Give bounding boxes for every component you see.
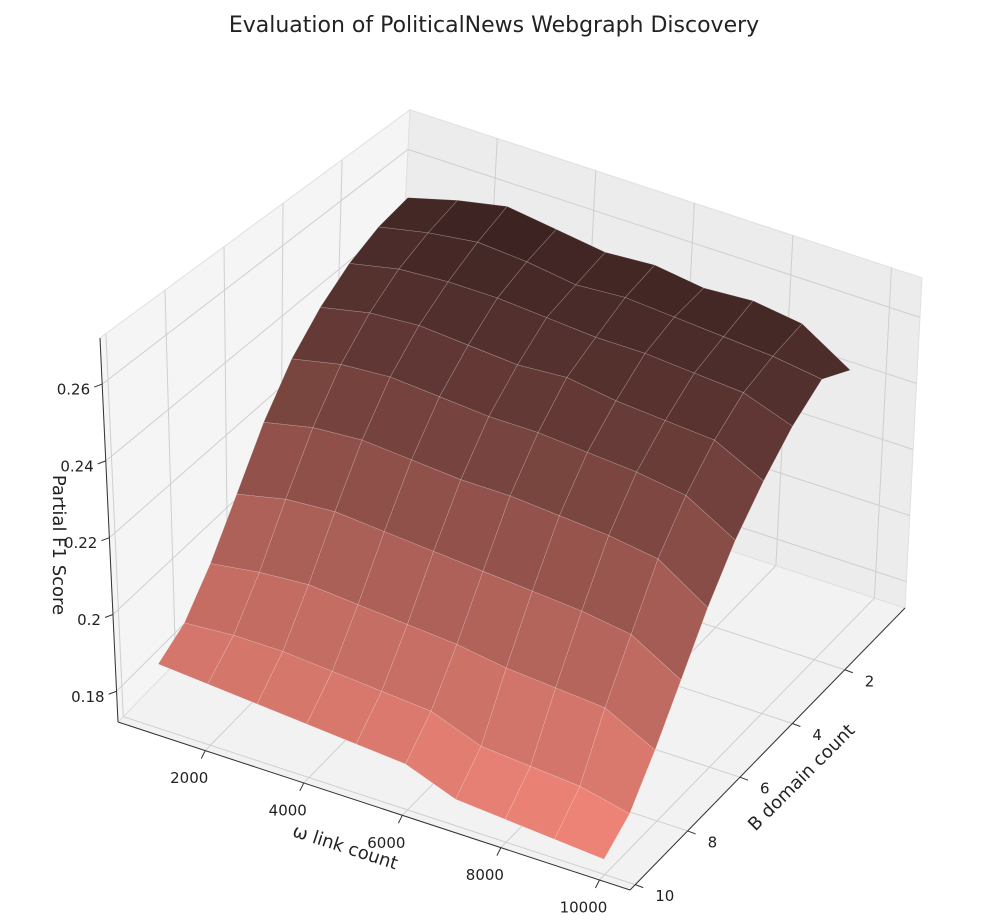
chart-title: Evaluation of PoliticalNews Webgraph Dis… bbox=[229, 13, 759, 38]
grid-line bbox=[599, 597, 875, 881]
z-tick bbox=[108, 690, 117, 695]
grid-line bbox=[407, 148, 921, 318]
x-tick-label: 6000 bbox=[367, 834, 405, 852]
z-tick-label: 0.22 bbox=[64, 534, 97, 552]
grid-line bbox=[164, 290, 177, 663]
x-tick bbox=[299, 782, 305, 792]
x-tick-label: 4000 bbox=[269, 801, 307, 819]
z-tick-label: 0.18 bbox=[71, 688, 104, 706]
y-tick-label: 4 bbox=[812, 726, 822, 744]
grid-line bbox=[101, 148, 409, 385]
x-tick-label: 8000 bbox=[466, 866, 504, 884]
z-tick-label: 0.26 bbox=[57, 381, 90, 399]
z-tick bbox=[97, 460, 106, 465]
y-axis bbox=[629, 607, 906, 891]
x-axis bbox=[117, 721, 631, 891]
z-tick-label: 0.2 bbox=[77, 611, 101, 629]
y-tick bbox=[635, 884, 644, 889]
y-tick bbox=[792, 723, 801, 727]
z-tick-label: 0.24 bbox=[60, 457, 93, 475]
grid-line bbox=[105, 215, 405, 462]
x-tick-label: 10000 bbox=[560, 898, 608, 916]
z-axis bbox=[99, 337, 119, 723]
z-tick bbox=[104, 614, 114, 618]
x-tick bbox=[397, 815, 403, 824]
grid-line bbox=[123, 716, 636, 886]
x-tick bbox=[200, 750, 206, 759]
y-tick-label: 8 bbox=[708, 833, 718, 851]
x-tick bbox=[496, 847, 502, 856]
y-tick-label: 6 bbox=[760, 780, 770, 798]
y-tick-label: 2 bbox=[865, 672, 875, 690]
y-tick bbox=[739, 776, 749, 781]
z-tick bbox=[101, 537, 110, 542]
z-tick bbox=[93, 383, 103, 388]
surface-face bbox=[554, 785, 631, 860]
x-tick-label: 2000 bbox=[170, 769, 208, 787]
y-tick bbox=[687, 830, 696, 835]
grid-line bbox=[873, 267, 892, 599]
x-tick bbox=[595, 879, 600, 889]
y-tick-label: 10 bbox=[655, 887, 674, 905]
y-tick bbox=[844, 669, 853, 674]
grid-line bbox=[105, 333, 124, 717]
z-axis-label: Partial F1 Score bbox=[48, 475, 69, 615]
